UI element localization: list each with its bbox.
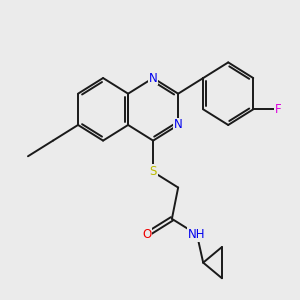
Text: NH: NH — [188, 228, 206, 241]
Text: F: F — [275, 103, 282, 116]
Text: N: N — [174, 118, 182, 131]
Text: N: N — [149, 71, 158, 85]
Text: S: S — [149, 165, 157, 178]
Text: O: O — [142, 228, 152, 241]
